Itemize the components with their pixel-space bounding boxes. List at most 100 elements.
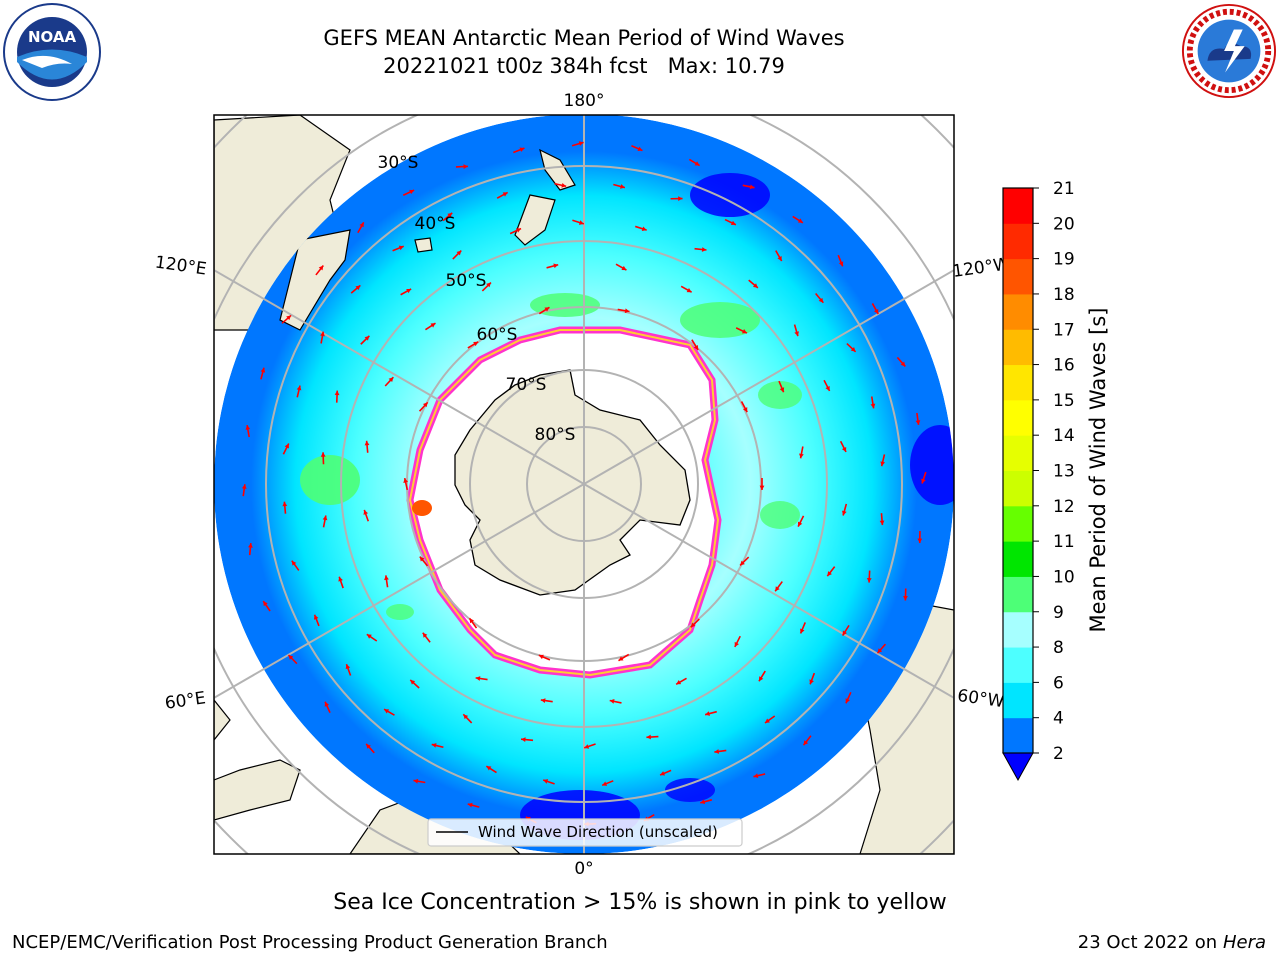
wave-direction-arrowhead (463, 164, 468, 169)
wave-direction-arrowhead (620, 184, 625, 189)
wave-direction-arrowhead (825, 385, 830, 391)
wave-direction-arrowhead (486, 282, 491, 288)
wave-direction-arrowhead (241, 484, 247, 489)
wave-direction-arrowhead (797, 218, 803, 223)
colorbar-segment (1003, 258, 1033, 295)
lat-label-30s: 30°S (378, 153, 419, 173)
wave-direction-arrowhead (618, 656, 624, 661)
wave-direction-arrowhead (917, 538, 923, 543)
wave-direction-arrowhead (456, 250, 462, 256)
colorbar-segment (1003, 717, 1033, 754)
colorbar-segment (1003, 505, 1033, 542)
wave-direction-arrowhead (841, 446, 847, 452)
wave-direction-arrowhead (553, 263, 559, 269)
lon-label-60e: 60°E (164, 688, 207, 713)
wave-direction-arrowhead (282, 501, 288, 507)
wave-direction-arrowhead (646, 734, 651, 740)
wave-direction-arrowhead (743, 407, 748, 413)
wave-direction-arrowhead (338, 576, 343, 582)
wave-direction-arrowhead (915, 420, 921, 425)
legend-label: Wind Wave Direction (unscaled) (478, 823, 718, 841)
wave-direction-arrowhead (322, 515, 328, 521)
wave-direction-arrowhead (621, 265, 627, 271)
wave-direction-arrowhead (584, 744, 590, 749)
wave-direction-arrowhead (422, 402, 428, 408)
wave-direction-arrowhead (809, 679, 814, 685)
lat-label-60s: 60°S (477, 325, 518, 345)
nws-logo (1181, 3, 1277, 99)
wave-direction-arrowhead (866, 578, 872, 583)
lon-label-120e: 120°E (154, 253, 208, 280)
wave-direction-arrowhead (447, 212, 453, 218)
colorbar-segment (1003, 364, 1033, 401)
sea-ice-caption: Sea Ice Concentration > 15% is shown in … (333, 890, 947, 915)
lon-label-60w: 60°W (956, 686, 1005, 712)
wave-direction-arrowhead (388, 377, 394, 383)
wave-direction-arrowhead (873, 308, 879, 314)
wave-direction-arrowhead (409, 189, 415, 195)
colorbar-segment (1003, 435, 1033, 471)
graticule (214, 115, 954, 854)
colorbar-tick-label: 20 (1053, 214, 1075, 234)
wave-direction-arrowhead (753, 773, 759, 779)
lat-label-70s: 70°S (506, 375, 547, 395)
colorbar-segment (1003, 399, 1033, 436)
lat-label-80s: 80°S (535, 425, 576, 445)
colorbar-segment (1003, 293, 1033, 330)
wave-direction-arrowhead (880, 461, 886, 467)
noaa-logo-text: NOAA (28, 28, 77, 46)
colorbar-tick-label: 12 (1053, 497, 1075, 517)
colorbar-segment (1003, 470, 1033, 507)
wave-direction-arrowhead (714, 749, 720, 754)
wave-direction-arrowhead (752, 283, 758, 288)
wave-direction-arrowhead (419, 556, 425, 562)
wave-direction-arrowhead (313, 614, 319, 620)
wave-direction-arrowhead (800, 628, 805, 634)
wave-direction-arrowhead (779, 387, 785, 393)
wave-direction-arrowhead (320, 452, 326, 457)
wave-direction-arrowhead (686, 287, 692, 293)
colorbar-tick-label: 17 (1053, 320, 1075, 340)
wave-direction-arrowhead (764, 718, 770, 724)
wave-direction-arrowhead (540, 698, 546, 703)
footer-date: 23 Oct 2022 on Hera (1078, 932, 1266, 953)
wave-direction-arrowhead (879, 520, 885, 526)
wave-direction-arrowhead (624, 308, 630, 314)
wave-direction-arrowhead (475, 676, 481, 681)
wave-direction-arrowhead (363, 509, 369, 515)
wave-direction-arrowhead (602, 781, 608, 786)
wave-direction-arrowhead (803, 740, 809, 746)
colorbar-segment (1003, 329, 1033, 366)
wave-direction-arrowhead (730, 220, 736, 226)
wave-direction-arrowhead (678, 196, 683, 202)
colorbar-tick-label: 8 (1053, 638, 1064, 658)
wave-direction-arrowhead (841, 510, 847, 516)
colorbar-under-arrow (1002, 752, 1034, 782)
wave-direction-arrowhead (845, 698, 850, 704)
wave-direction-arrowhead (345, 664, 351, 670)
wave-direction-arrowhead (521, 737, 526, 742)
wave-direction-arrowhead (502, 192, 508, 197)
wave-direction-arrowhead (538, 654, 544, 660)
wave-direction-arrowhead (430, 323, 436, 328)
wave-direction-arrowhead (318, 265, 324, 271)
wave-direction-arrowhead (519, 147, 525, 152)
wave-direction-arrowhead (749, 184, 755, 190)
wave-direction-arrowhead (740, 560, 745, 566)
wave-direction-arrowhead (245, 425, 251, 430)
colorbar-segment (1003, 541, 1033, 577)
wave-direction-arrowhead (286, 315, 292, 321)
wave-direction-arrowhead (413, 778, 419, 784)
wave-direction-arrowhead (850, 347, 856, 352)
wave-direction-arrowhead (473, 341, 479, 347)
colorbar: 2 4 6 8 9 10 11 12 13 14 15 16 17 18 19 20 21 Mean Perio… (1002, 179, 1110, 782)
wave-direction-arrowhead (486, 766, 492, 771)
wave-direction-arrowhead (291, 560, 297, 566)
colorbar-tick-label: 2 (1053, 744, 1064, 764)
wave-direction-arrowhead (797, 521, 803, 527)
wave-direction-arrowhead (398, 245, 404, 251)
wave-direction-arrowhead (842, 630, 847, 636)
wave-direction-arrowhead (700, 799, 706, 805)
wave-direction-arrowhead (364, 440, 370, 446)
wave-direction-arrowhead (410, 679, 416, 685)
